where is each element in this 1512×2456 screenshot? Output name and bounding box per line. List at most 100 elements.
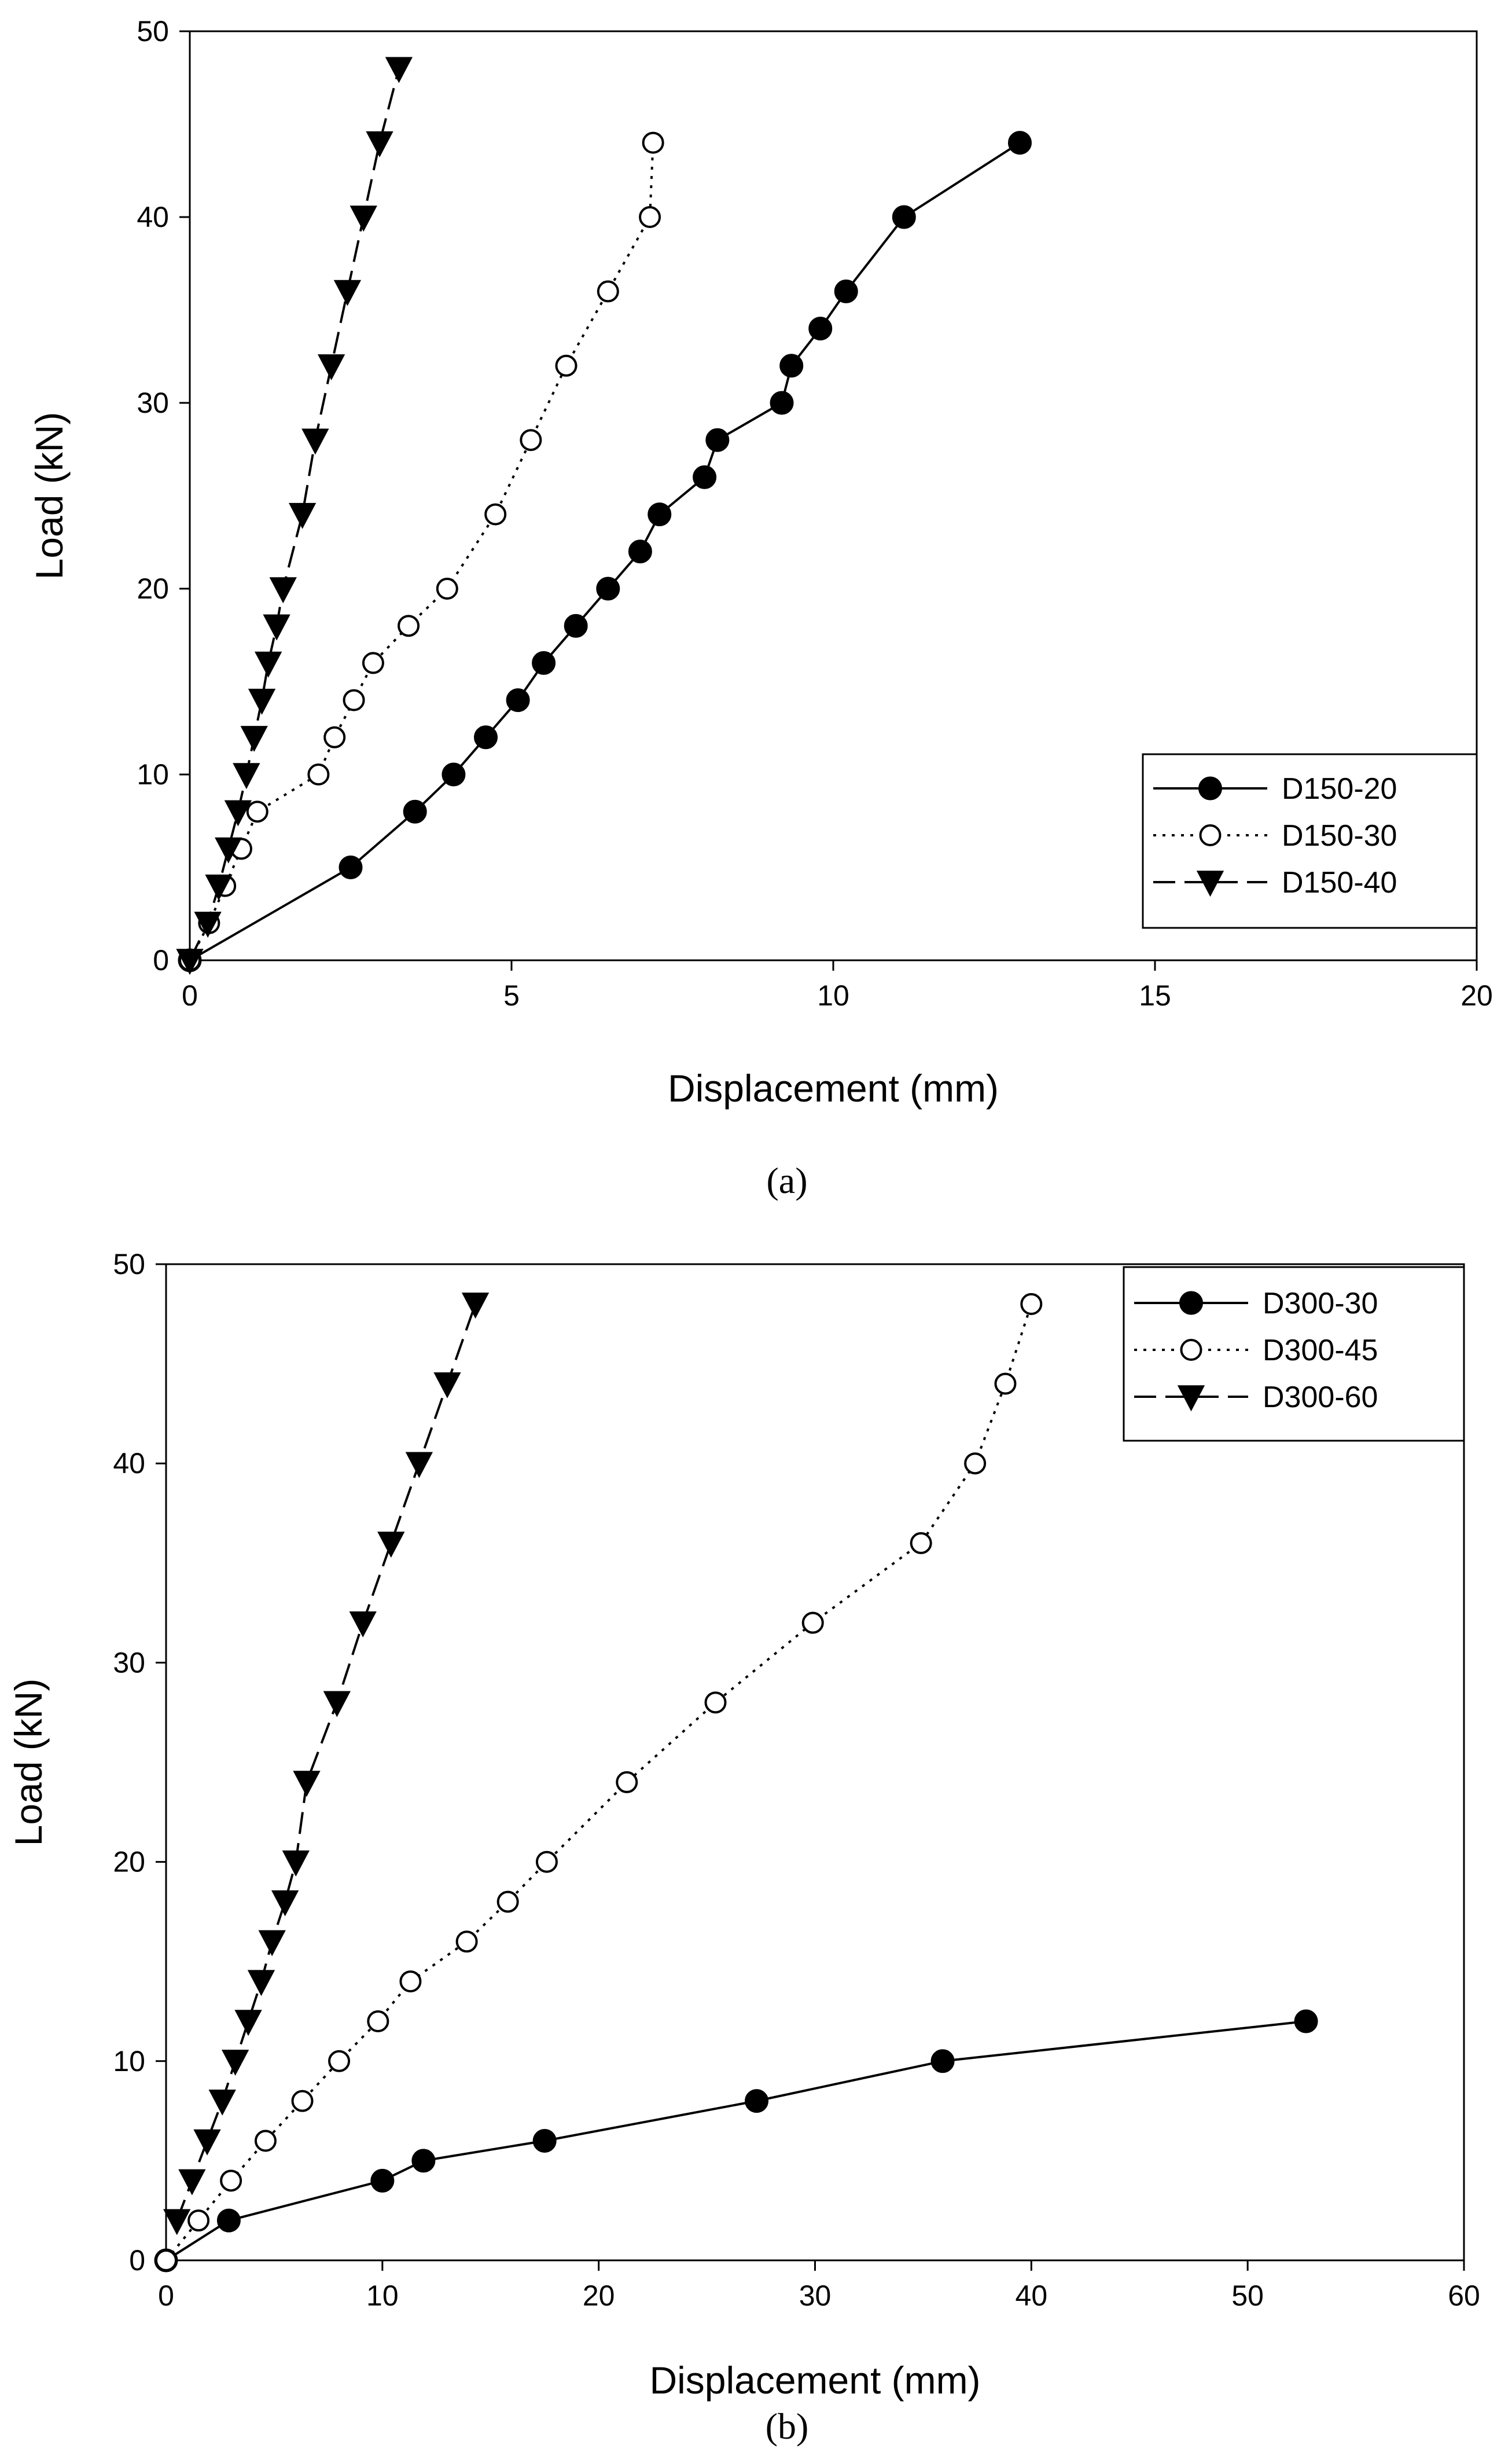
data-point <box>1007 131 1032 155</box>
data-point <box>208 2089 236 2116</box>
series-line <box>165 1304 1033 2262</box>
series-d300-30 <box>154 2009 1318 2273</box>
data-point <box>240 726 268 752</box>
x-tick-label: 0 <box>158 2279 174 2312</box>
data-point <box>370 2168 395 2193</box>
legend: D300-30 D300-45 D300-60 <box>1123 1266 1465 1442</box>
data-point <box>461 1293 490 1319</box>
legend-label: D150-30 <box>1282 819 1397 853</box>
data-point <box>834 279 858 303</box>
legend-marker <box>1179 1291 1203 1315</box>
data-point <box>291 2090 314 2112</box>
data-point <box>155 2249 177 2271</box>
data-point <box>770 391 794 415</box>
data-point <box>271 1890 299 1917</box>
data-point <box>808 317 833 341</box>
data-point <box>520 429 542 451</box>
data-point <box>535 1851 558 1873</box>
x-tick-label: 10 <box>817 979 849 1012</box>
data-point <box>628 539 652 564</box>
data-point <box>642 131 664 154</box>
x-tick-label: 10 <box>366 2279 399 2312</box>
y-tick-label: 10 <box>137 758 169 791</box>
legend-marker <box>1198 776 1222 801</box>
data-point <box>532 651 556 675</box>
data-point <box>705 428 730 452</box>
data-point <box>455 1930 478 1953</box>
series-d300-45 <box>155 1293 1043 2271</box>
panel-caption: (b) <box>766 2406 809 2447</box>
y-axis-label: Load (kN) <box>28 412 71 580</box>
panel-caption: (a) <box>766 1160 807 1201</box>
y-tick-label: 20 <box>137 572 169 605</box>
data-point <box>385 57 413 83</box>
series-line <box>165 2020 1307 2262</box>
data-point <box>343 689 365 711</box>
data-point <box>323 1691 351 1717</box>
data-point <box>1020 1293 1043 1315</box>
series-d150-30 <box>179 131 664 971</box>
data-point <box>328 2050 351 2072</box>
data-point <box>367 2010 389 2032</box>
series-d150-40 <box>176 57 413 975</box>
data-point <box>411 2149 436 2173</box>
y-tick-label: 0 <box>153 944 169 976</box>
data-point <box>269 577 297 604</box>
data-point <box>307 763 330 785</box>
y-tick-label: 10 <box>113 2045 145 2077</box>
data-point <box>248 688 276 715</box>
legend-box <box>1142 753 1478 929</box>
legend: D150-20 D150-30 D150-40 <box>1142 753 1478 929</box>
data-point <box>323 726 346 748</box>
y-axis-label: Load (kN) <box>7 1679 50 1846</box>
data-point <box>215 837 242 864</box>
series-d300-60 <box>163 1293 490 2235</box>
legend-box <box>1123 1266 1465 1442</box>
data-point <box>288 502 317 529</box>
data-point <box>745 2089 769 2113</box>
x-tick-label: 20 <box>583 2279 615 2312</box>
data-point <box>216 2208 241 2233</box>
series-d150-20 <box>178 131 1032 972</box>
legend-label: D150-40 <box>1282 866 1397 900</box>
x-axis-label: Displacement (mm) <box>668 1067 999 1110</box>
data-point <box>224 800 252 827</box>
legend-marker <box>1199 824 1222 846</box>
data-point <box>1294 2009 1318 2033</box>
data-point <box>496 1890 519 1913</box>
data-point <box>178 2169 206 2196</box>
x-tick-label: 50 <box>1231 2279 1264 2312</box>
y-tick-label: 30 <box>113 1646 145 1679</box>
data-point <box>194 912 222 938</box>
data-point <box>964 1452 987 1475</box>
data-point <box>246 801 268 823</box>
legend-label: D300-60 <box>1263 1381 1378 1414</box>
x-tick-label: 40 <box>1016 2279 1048 2312</box>
data-point <box>258 1930 286 1956</box>
legend-label: D300-45 <box>1263 1334 1378 1367</box>
data-point <box>317 354 345 381</box>
data-point <box>506 688 530 713</box>
data-point <box>193 2129 221 2156</box>
data-point <box>704 1691 727 1714</box>
data-point <box>205 874 233 901</box>
data-point <box>350 205 377 232</box>
data-point <box>433 1372 461 1398</box>
data-point <box>597 280 619 303</box>
data-point <box>254 2130 277 2152</box>
y-tick-label: 40 <box>137 201 169 233</box>
data-point <box>639 206 661 228</box>
data-point <box>339 856 363 879</box>
data-point <box>616 1771 638 1793</box>
legend-label: D300-30 <box>1263 1287 1378 1320</box>
data-point <box>403 799 427 824</box>
chart-panel-b: 0 10 20 30 40 50 60 0 10 20 30 40 50 Displacement (mm… <box>7 1248 1480 2447</box>
x-tick-label: 60 <box>1448 2279 1480 2312</box>
x-tick-label: 0 <box>182 979 198 1012</box>
data-point <box>693 465 717 489</box>
data-point <box>163 2209 191 2235</box>
legend-label: D150-20 <box>1282 772 1397 806</box>
data-point <box>220 2169 242 2192</box>
data-point <box>301 428 329 455</box>
data-point <box>349 1611 377 1638</box>
